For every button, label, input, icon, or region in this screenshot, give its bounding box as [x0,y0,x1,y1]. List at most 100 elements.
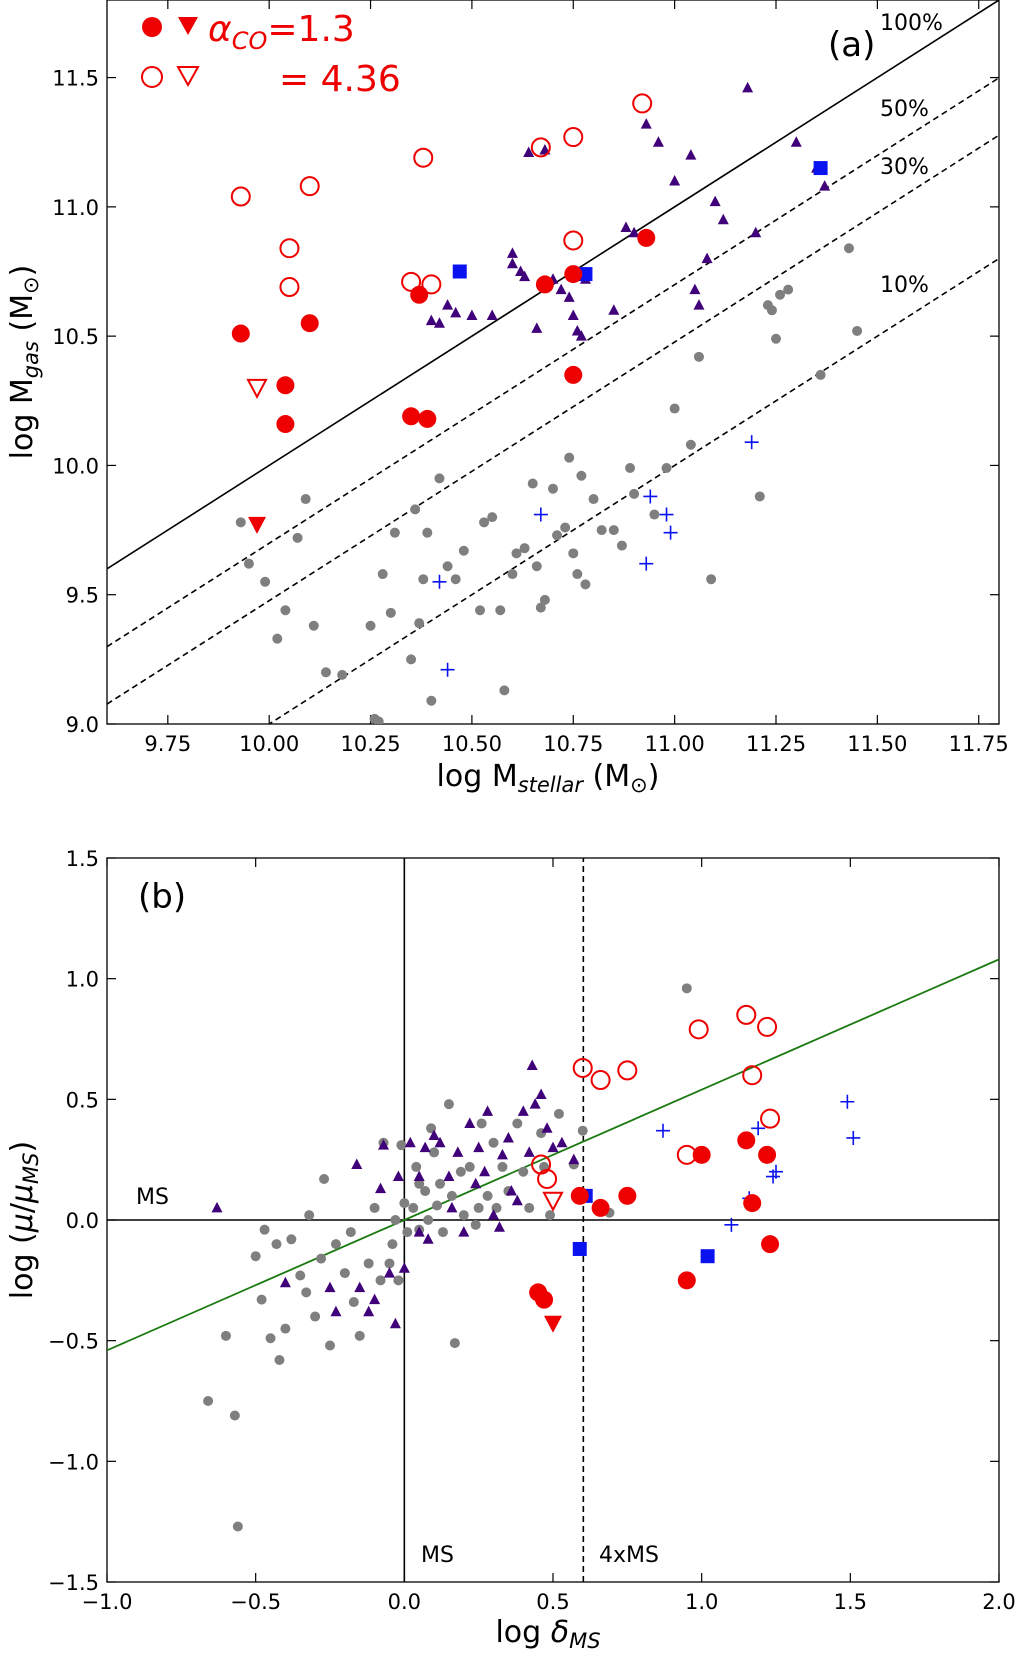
data-point-gray-dot [560,522,571,533]
data-point-gray-dot [685,439,696,450]
panel-b-points [203,983,861,1532]
x-tick-label: 1.0 [685,1590,718,1614]
data-point-triangle-up [506,247,518,258]
data-point-triangle-up [488,1209,500,1220]
data-point-gray-dot [442,561,453,572]
data-point-triangle-up [375,1182,387,1194]
data-point-triangle-up [628,226,640,238]
data-point-open-circle [401,271,422,292]
data-point-plus [440,662,455,677]
data-point-square [700,1249,715,1264]
y-tick-label: 1.0 [66,968,99,992]
data-point-gray-dot [443,1099,454,1110]
data-point-filled-triangle-down [248,516,267,534]
x-tick-label: −1.0 [82,1590,133,1614]
data-point-triangle-up [502,1131,514,1143]
data-point-gray-dot [203,1396,214,1406]
data-point-square [572,1241,587,1256]
data-point-open-circle [299,176,320,197]
data-point-triangle-up [442,299,454,310]
data-point-gray-dot [437,1227,448,1238]
panel-a-xlabel: log Mstellar (M⊙) [437,759,660,797]
panel-a-label: (a) [828,25,875,65]
data-point-triangle-up [486,309,498,320]
data-point-gray-dot [580,579,591,590]
data-point-filled-circle [402,407,421,426]
y-tick-label: 9.5 [66,584,99,608]
data-point-gray-dot [473,1202,484,1213]
data-point-filled-triangle-down [544,1315,562,1333]
data-point-open-circle [563,230,584,251]
panel-a-fraction-lines [107,0,999,724]
data-point-triangle-up [479,1165,491,1177]
data-point-gray-dot [499,685,510,696]
data-point-gray-dot [432,1200,443,1211]
data-point-open-circle [563,127,584,148]
annotation-4xms: 4xMS [599,1543,659,1568]
data-point-triangle-up [568,1153,580,1165]
data-point-triangle-up [354,1281,366,1293]
fraction-line [107,134,999,705]
data-point-triangle-up [535,1088,547,1100]
x-tick-label: 2.0 [982,1590,1015,1614]
data-point-triangle-up [523,146,535,158]
data-point-triangle-up [620,221,632,233]
data-point-gray-dot [482,1190,493,1201]
data-point-triangle-up [324,1281,336,1293]
data-point-open-circle [413,147,434,168]
data-point-gray-dot [446,1190,457,1201]
data-point-triangle-up [567,309,579,320]
data-point-gray-dot [410,504,421,515]
x-tick-label: 11.50 [847,732,907,756]
data-point-triangle-up [709,195,721,207]
data-point-filled-circle [758,1145,777,1164]
data-point-gray-dot [487,512,498,523]
x-tick-label: 11.75 [949,732,1009,756]
data-point-gray-dot [476,1118,487,1129]
x-tick-label: 10.00 [239,732,299,756]
data-point-filled-circle [231,324,250,343]
legend-filled-triangle-marker [178,17,198,35]
data-point-gray-dot [519,543,530,554]
panel-a-ticks: 9.75 10.00 10.25 10.50 10.75 11.00 11.25 11.50 1… [52,0,1009,756]
data-point-open-circle [572,1057,593,1078]
fraction-line-label: 30% [880,155,929,180]
y-tick-label: 10.0 [52,454,99,478]
data-point-gray-dot [458,545,469,556]
data-point-gray-dot [495,605,506,616]
panel-a-ylabel: log Mgas (M⊙) [5,265,43,460]
panel-b: −1.0 −0.5 0.0 0.5 1.0 1.5 2.0−1.5−1.0−0.50.00.… [5,847,1016,1653]
y-tick-label: −1.5 [48,1571,99,1595]
data-point-filled-circle [410,285,429,304]
data-point-plus [533,507,548,522]
data-point-gray-dot [470,1219,481,1230]
data-point-gray-dot [568,548,579,559]
data-point-triangle-up [689,283,701,295]
data-point-plus [846,1130,861,1145]
data-point-triangle-up [413,1170,425,1182]
data-point-open-circle [757,1016,778,1037]
panel-a-legend: αCO=1.3 = 4.36 [141,9,401,100]
x-tick-label: 11.00 [645,732,705,756]
data-point-gray-dot [365,620,376,631]
data-point-gray-dot [539,594,550,605]
data-point-gray-dot [375,1275,386,1286]
data-point-gray-dot [450,574,461,585]
data-point-filled-circle [276,415,295,434]
data-point-gray-dot [488,1137,499,1148]
data-point-gray-dot [348,1297,359,1308]
data-point-triangle-up [555,283,567,295]
data-point-plus [659,507,674,522]
data-point-triangle-up [575,330,587,341]
data-point-gray-dot [661,463,672,474]
data-point-gray-dot [545,1210,556,1221]
data-point-plus [744,435,759,450]
data-point-triangle-up [351,1158,363,1169]
legend-open-circle-marker [141,66,163,88]
data-point-gray-dot [286,1234,297,1245]
data-point-gray-dot [449,1338,460,1349]
data-point-gray-dot [507,569,518,580]
data-point-gray-dot [259,1224,270,1235]
data-point-gray-dot [706,574,717,585]
data-point-triangle-up [464,1117,476,1128]
